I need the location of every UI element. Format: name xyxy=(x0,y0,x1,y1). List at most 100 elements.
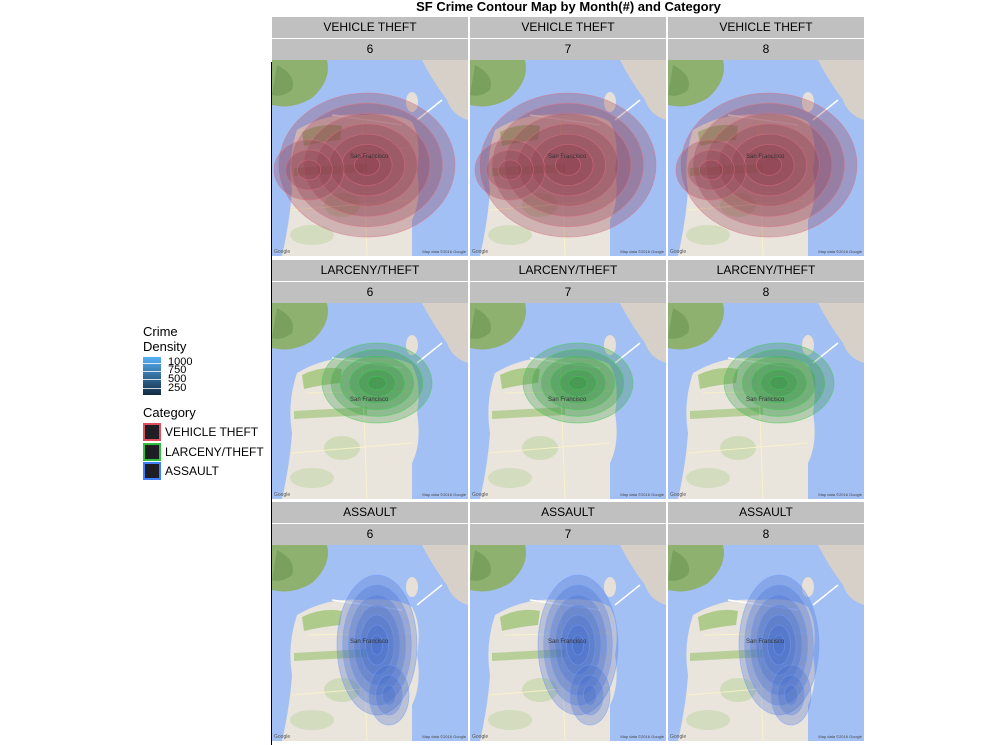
density-contour xyxy=(497,159,523,181)
map-attribution: Map data ©2016 Google xyxy=(620,249,664,254)
density-contour xyxy=(278,92,456,238)
presidio xyxy=(698,367,738,389)
density-contour xyxy=(770,664,812,726)
map-svg: San Francisco Google Map data ©2016 Google xyxy=(470,545,666,741)
facet-panel: LARCENY/THEFT 6 San Francisco Google Map dat… xyxy=(272,260,468,499)
facet-strip-month: 8 xyxy=(668,282,864,303)
density-colorbar xyxy=(143,357,161,395)
headlands-relief xyxy=(272,65,293,96)
map-panel: San Francisco Google Map data ©2016 Google xyxy=(272,303,468,499)
presidio xyxy=(500,367,540,389)
eastbay-land xyxy=(422,60,468,120)
density-contour xyxy=(550,362,606,404)
density-contour xyxy=(559,369,597,397)
map-svg: San Francisco Google Map data ©2016 Google xyxy=(470,60,666,256)
facet-strip-category: VEHICLE THEFT xyxy=(470,17,666,38)
density-tick xyxy=(143,371,161,372)
density-contour xyxy=(568,375,588,391)
density-contour xyxy=(730,133,808,197)
density-contour xyxy=(741,355,817,411)
density-contour xyxy=(339,355,415,411)
map-attribution: Map data ©2016 Google xyxy=(422,734,466,739)
presidio xyxy=(302,124,342,146)
density-contour xyxy=(760,369,798,397)
hill xyxy=(290,710,334,730)
density-contour xyxy=(751,362,807,404)
map-svg: San Francisco Google Map data ©2016 Google xyxy=(668,60,864,256)
highway xyxy=(291,117,413,256)
facet-strip-category: ASSAULT xyxy=(272,502,468,523)
density-contour xyxy=(744,584,814,706)
presidio xyxy=(500,124,540,146)
hill xyxy=(720,678,756,702)
map-panel: San Francisco Google Map data ©2016 Google xyxy=(272,60,468,256)
city-label: San Francisco xyxy=(746,154,785,160)
headlands-relief xyxy=(272,308,293,339)
park xyxy=(492,649,565,661)
park xyxy=(690,407,763,419)
city-label: San Francisco xyxy=(350,154,389,160)
hill xyxy=(488,710,532,730)
hill xyxy=(324,193,360,217)
map-attribution: Map data ©2016 Google xyxy=(818,492,862,497)
park xyxy=(492,164,565,176)
legend-label-larceny-theft: LARCENY/THEFT xyxy=(165,445,264,459)
island xyxy=(604,335,616,355)
map-panel: San Francisco Google Map data ©2016 Google xyxy=(470,60,666,256)
map-panel: San Francisco Google Map data ©2016 Google xyxy=(668,545,864,741)
density-contour xyxy=(783,684,799,706)
bridge-road xyxy=(331,584,443,611)
eastbay-land xyxy=(422,545,468,605)
map-panel: San Francisco Google Map data ©2016 Google xyxy=(272,545,468,741)
density-contour xyxy=(291,102,443,228)
eastbay-land xyxy=(620,545,666,605)
headlands-relief xyxy=(470,550,491,581)
presidio xyxy=(698,609,738,631)
island xyxy=(406,577,418,597)
google-logo: Google xyxy=(274,249,290,255)
highway xyxy=(291,360,413,499)
facet-panel: ASSAULT 6 San Francisco Google Map data ©201… xyxy=(272,502,468,741)
density-contour xyxy=(542,144,594,187)
density-contour xyxy=(529,133,607,197)
headlands-relief xyxy=(668,550,689,581)
map-attribution: Map data ©2016 Google xyxy=(818,249,862,254)
density-contour xyxy=(777,674,805,716)
eastbay-land xyxy=(818,545,864,605)
density-contour xyxy=(273,139,345,201)
hill xyxy=(522,193,558,217)
bridge-road xyxy=(727,342,839,369)
map-svg: San Francisco Google Map data ©2016 Google xyxy=(668,303,864,499)
map-attribution: Map data ©2016 Google xyxy=(422,492,466,497)
google-logo: Google xyxy=(472,249,488,255)
facet-strip-category: VEHICLE THEFT xyxy=(272,17,468,38)
density-contour xyxy=(687,149,735,191)
map-panel: San Francisco Google Map data ©2016 Google xyxy=(668,303,864,499)
highway xyxy=(687,360,809,499)
density-contour xyxy=(354,154,381,176)
density-contour xyxy=(492,102,644,228)
density-tick xyxy=(143,363,161,364)
hill xyxy=(324,436,360,460)
density-contour xyxy=(718,123,820,207)
density-contour xyxy=(571,634,585,656)
map-panel: San Francisco Google Map data ©2016 Google xyxy=(668,60,864,256)
hill xyxy=(488,468,532,488)
density-contour xyxy=(531,349,625,417)
category-legend-title: Category xyxy=(143,405,196,420)
hill xyxy=(720,193,756,217)
density-label-250: 250 xyxy=(168,382,187,394)
map-svg: San Francisco Google Map data ©2016 Google xyxy=(668,545,864,741)
map-attribution: Map data ©2016 Google xyxy=(620,492,664,497)
density-contour xyxy=(358,369,396,397)
facet-strip-category: ASSAULT xyxy=(470,502,666,523)
density-contour xyxy=(328,133,406,197)
facet-strip-category: LARCENY/THEFT xyxy=(668,260,864,281)
density-legend-title: Crime Density xyxy=(143,324,186,354)
facet-strip-month: 6 xyxy=(272,282,468,303)
bridge-road xyxy=(529,584,641,611)
facet-strip-month: 6 xyxy=(272,524,468,545)
legend-label-vehicle-theft: VEHICLE THEFT xyxy=(165,425,259,439)
density-contour xyxy=(723,342,835,424)
eastbay-land xyxy=(620,60,666,120)
